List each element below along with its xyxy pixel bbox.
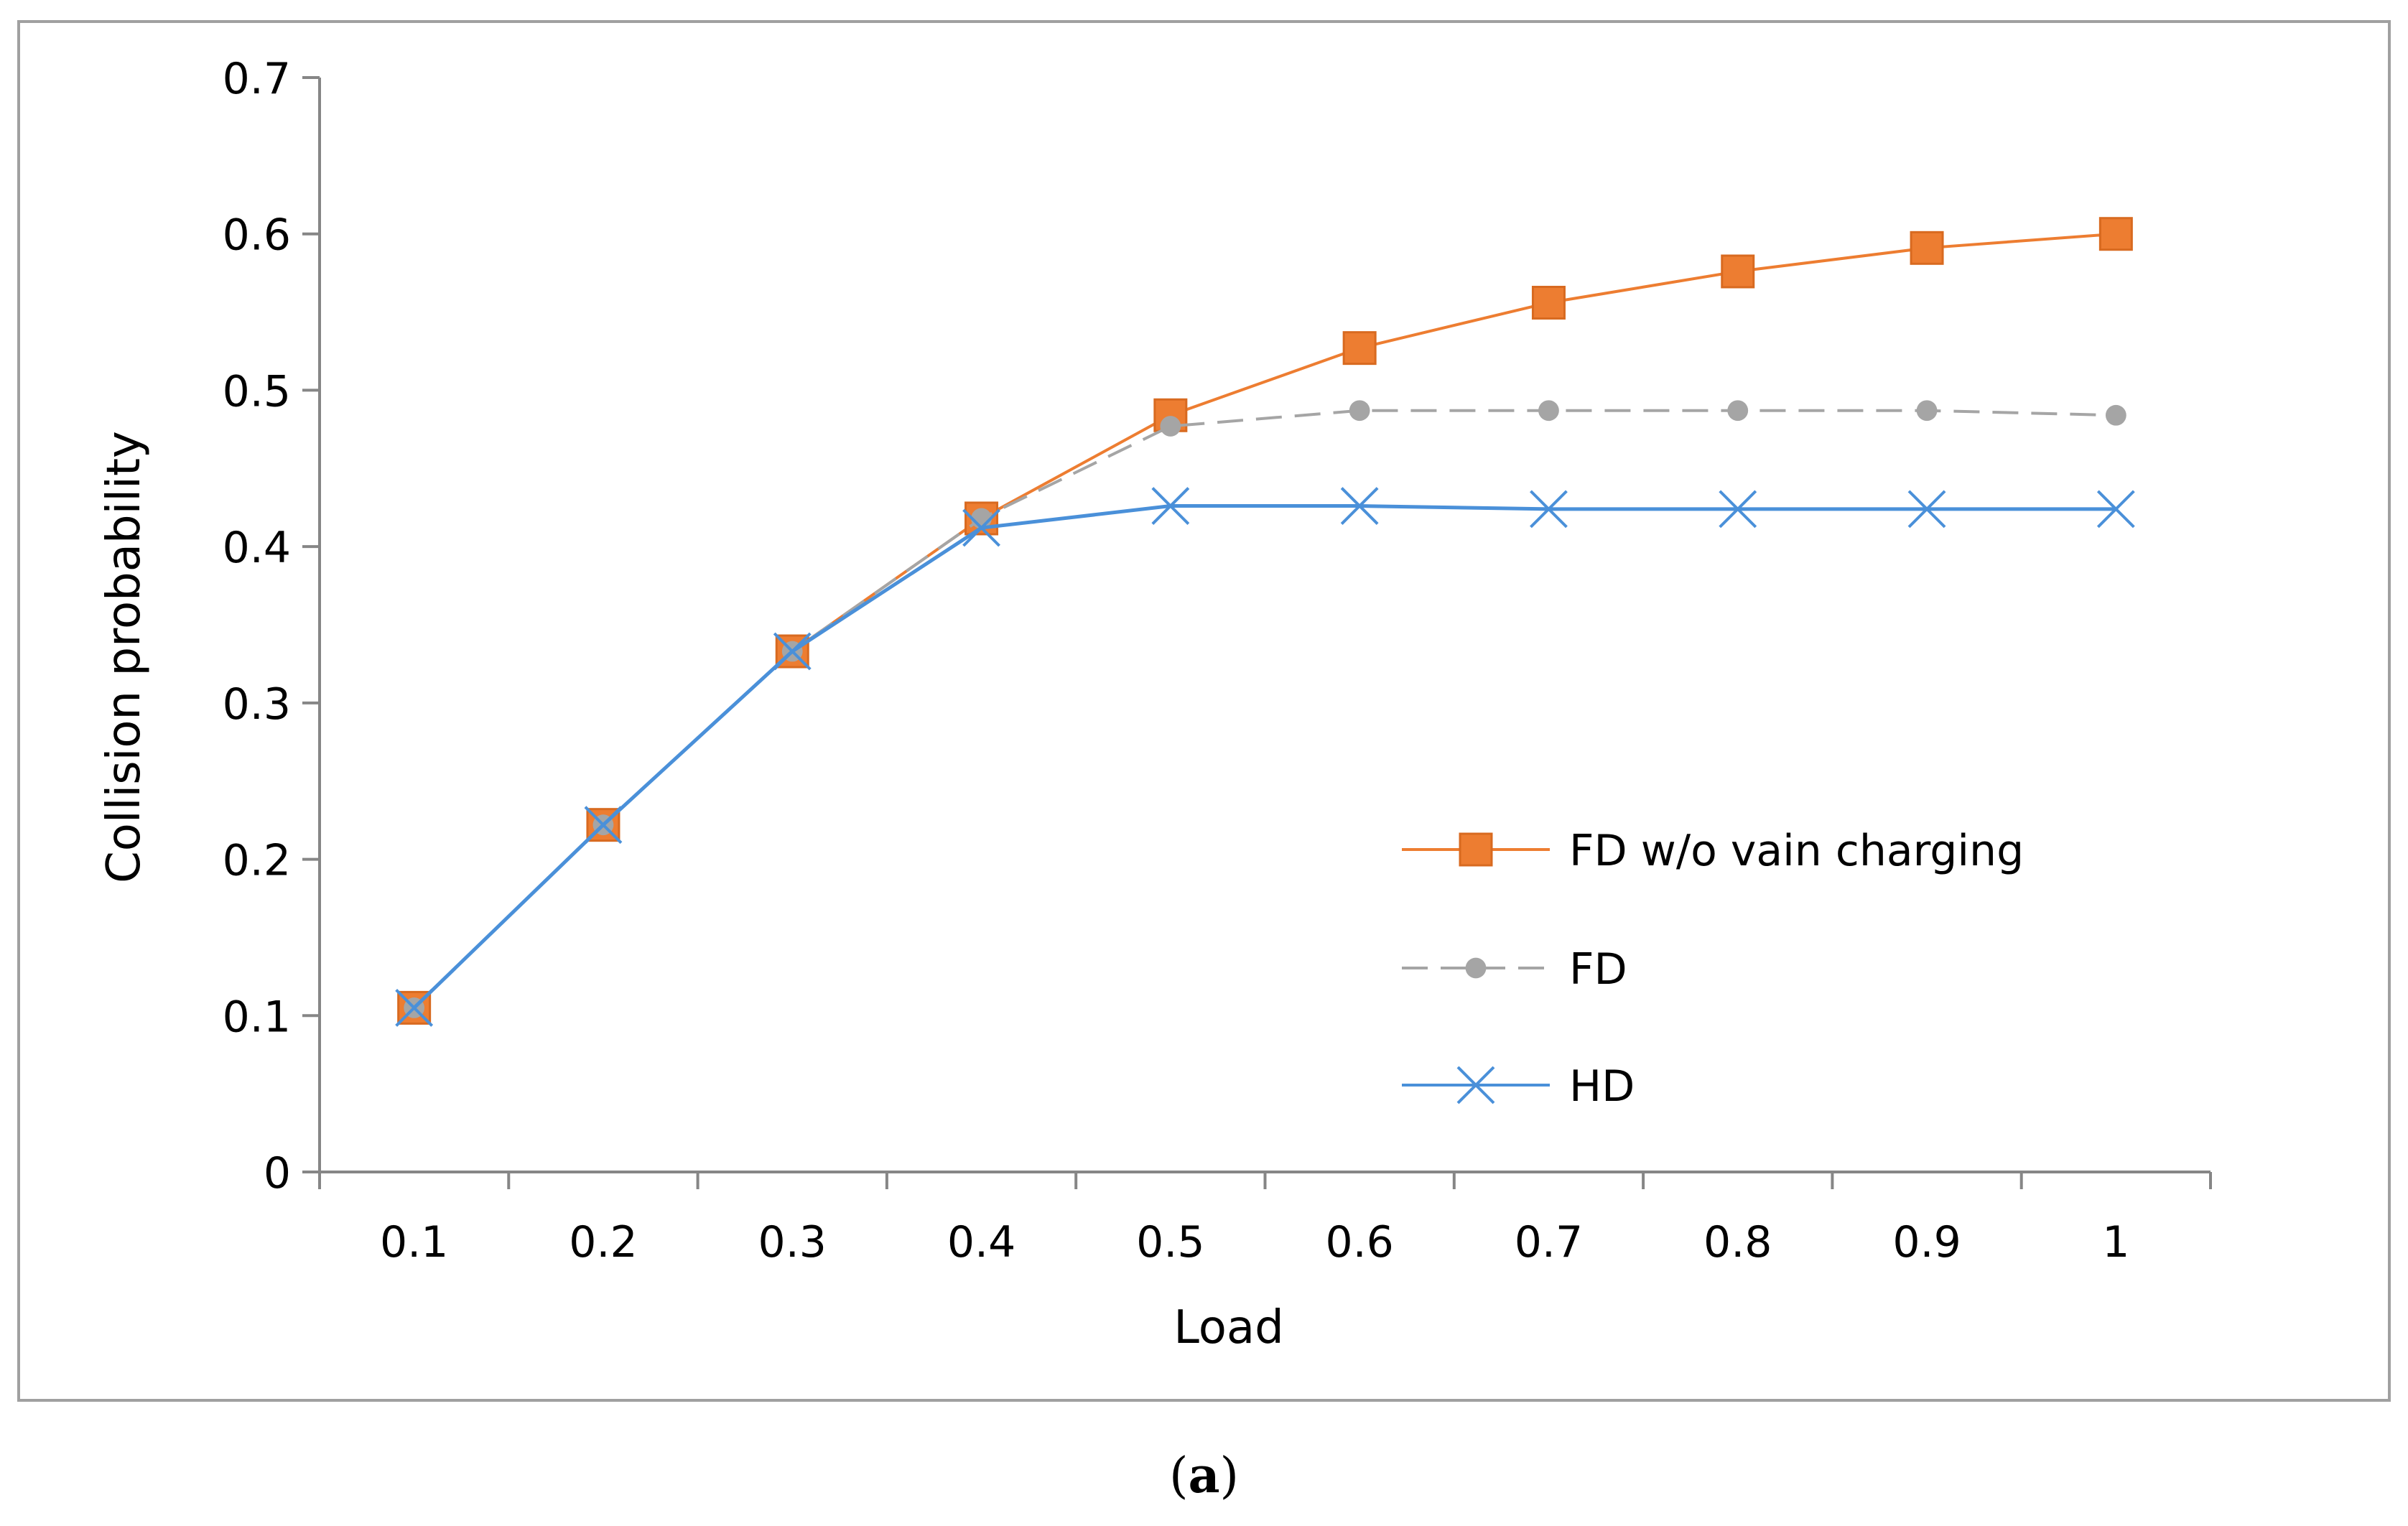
series-group — [395, 217, 2135, 1027]
legend: FD w/o vain charging FD HD — [1402, 826, 2024, 1112]
series-fd — [404, 400, 2126, 1018]
data-point-x-stroke — [1530, 490, 1568, 529]
data-point-x-stroke — [395, 988, 434, 1027]
data-point-circle — [1538, 400, 1559, 422]
data-point-x-stroke — [1719, 490, 1757, 529]
data-point-circle — [1349, 400, 1370, 422]
y-tick-label: 0.6 — [223, 210, 291, 261]
data-point-x — [1530, 490, 1568, 529]
x-axis-title: Load — [1173, 1301, 1284, 1354]
caption-open: ( — [1168, 1448, 1189, 1504]
legend-label: HD — [1569, 1061, 1635, 1112]
x-tick-label: 0.3 — [758, 1217, 827, 1267]
data-point-x-stroke — [1151, 487, 1190, 525]
x-tick-label: 0.5 — [1136, 1217, 1204, 1267]
caption-close: ) — [1219, 1448, 1240, 1504]
data-point-circle — [1916, 400, 1938, 422]
data-point-x — [962, 508, 1000, 547]
series-line — [413, 232, 2116, 1009]
data-point-circle — [1465, 957, 1487, 979]
data-point-x-stroke — [962, 508, 1000, 547]
legend-label: FD — [1569, 944, 1627, 995]
data-point-x-stroke — [1340, 487, 1379, 525]
data-point-x-stroke — [773, 632, 812, 671]
data-point-circle — [1160, 416, 1181, 437]
x-tick-label: 0.6 — [1325, 1217, 1393, 1267]
series-line — [412, 504, 2116, 1010]
axes: 0 0.1 0.2 0.3 0.4 0.5 0.6 0.7 0.1 0.2 0.3 0.4 0.5 0.6… — [223, 54, 2212, 1267]
data-point-x — [1456, 1066, 1495, 1104]
x-tick-label: 0.9 — [1892, 1217, 1961, 1267]
series-line — [413, 409, 2116, 1009]
x-tick-label: 0.1 — [380, 1217, 448, 1267]
data-point-x — [1907, 490, 1946, 529]
data-point-x-stroke — [1456, 1066, 1495, 1104]
data-point-x — [773, 632, 812, 671]
y-tick-label: 0.5 — [223, 366, 291, 417]
data-point-square — [2098, 217, 2133, 251]
data-point-square — [1459, 832, 1493, 867]
y-tick-label: 0.4 — [223, 523, 291, 573]
x-tick-label: 0.4 — [947, 1217, 1015, 1267]
data-point-circle — [2105, 404, 2126, 426]
legend-label: FD w/o vain charging — [1569, 826, 2024, 876]
legend-item: FD w/o vain charging — [1402, 826, 2024, 876]
caption-label: a — [1188, 1447, 1220, 1504]
data-point-circle — [1727, 400, 1749, 422]
y-tick-label: 0.1 — [223, 992, 291, 1042]
x-tick-label: 0.8 — [1703, 1217, 1772, 1267]
y-tick-label: 0.7 — [223, 54, 291, 104]
x-tick-label: 1 — [2102, 1217, 2129, 1267]
data-point-x — [1151, 487, 1190, 525]
data-point-x — [584, 806, 623, 845]
series-fd-w-o-vain-charging — [397, 217, 2133, 1025]
data-point-x-stroke — [2096, 490, 2135, 529]
y-axis-title: Collision probability — [98, 431, 151, 883]
y-tick-label: 0.2 — [223, 836, 291, 886]
data-point-x-stroke — [584, 806, 623, 845]
data-point-square — [1342, 331, 1377, 366]
data-point-x — [1719, 490, 1757, 529]
x-tick-label: 0.7 — [1515, 1217, 1583, 1267]
series-hd — [395, 487, 2135, 1027]
data-point-square — [1910, 231, 1944, 265]
legend-item: HD — [1402, 1061, 1635, 1112]
figure-caption: (a) — [0, 1447, 2408, 1504]
x-tick-label: 0.2 — [569, 1217, 637, 1267]
data-point-x — [395, 988, 434, 1027]
data-point-x — [1340, 487, 1379, 525]
data-point-square — [1531, 286, 1566, 320]
legend-item: FD — [1402, 944, 1627, 995]
data-point-square — [1721, 254, 1755, 289]
data-point-x — [2096, 490, 2135, 529]
y-tick-label: 0 — [264, 1148, 291, 1199]
data-point-x-stroke — [1907, 490, 1946, 529]
y-tick-label: 0.3 — [223, 679, 291, 730]
